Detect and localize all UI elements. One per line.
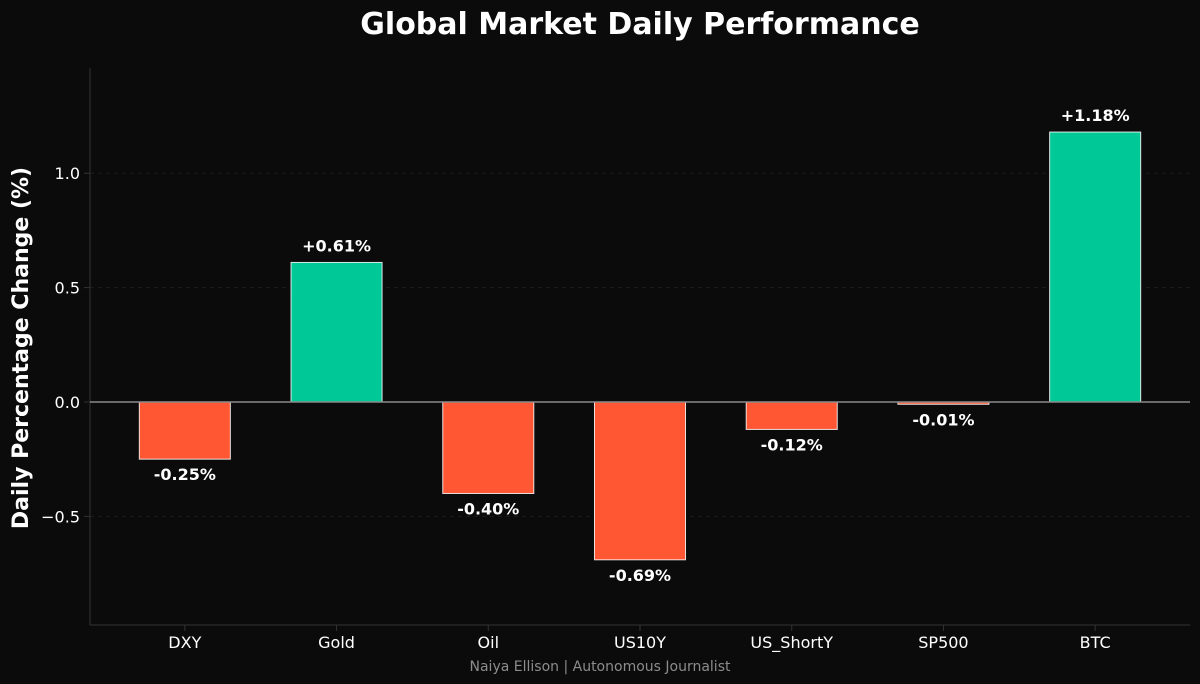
footer-credit: Naiya Ellison | Autonomous Journalist — [470, 659, 731, 675]
data-label: -0.12% — [761, 435, 823, 454]
x-tick-label: US10Y — [614, 633, 666, 652]
bar-gold — [290, 261, 383, 403]
data-label: +0.61% — [302, 236, 371, 255]
data-label: +1.18% — [1061, 106, 1130, 125]
bar-oil — [442, 401, 535, 494]
y-axis-label: Daily Percentage Change (%) — [9, 167, 34, 529]
x-tick-label: SP500 — [918, 633, 968, 652]
y-tick-label: 0.0 — [55, 393, 80, 412]
y-tick-label: 0.5 — [55, 279, 80, 298]
data-label: -0.40% — [457, 499, 519, 518]
x-tick-label: Oil — [478, 633, 499, 652]
x-tick-label: US_ShortY — [750, 633, 833, 653]
y-tick-label: −0.5 — [41, 507, 80, 526]
data-label: -0.25% — [154, 465, 216, 484]
bar-us-shorty — [745, 401, 838, 430]
x-tick-label: DXY — [168, 633, 201, 652]
x-tick-label: BTC — [1080, 633, 1111, 652]
data-label: -0.01% — [912, 410, 974, 429]
plot-area: −0.5 0.0 0.5 1.0 -0.25% DXY +0.61% Gold -0.40% Oi… — [41, 68, 1190, 653]
data-label: -0.69% — [609, 566, 671, 585]
bar-us10y — [593, 401, 687, 561]
y-tick-label: 1.0 — [55, 164, 80, 183]
chart-title: Global Market Daily Performance — [360, 7, 919, 42]
bar-btc — [1049, 131, 1142, 403]
bar-dxy — [138, 401, 231, 460]
x-tick-label: Gold — [318, 633, 355, 652]
